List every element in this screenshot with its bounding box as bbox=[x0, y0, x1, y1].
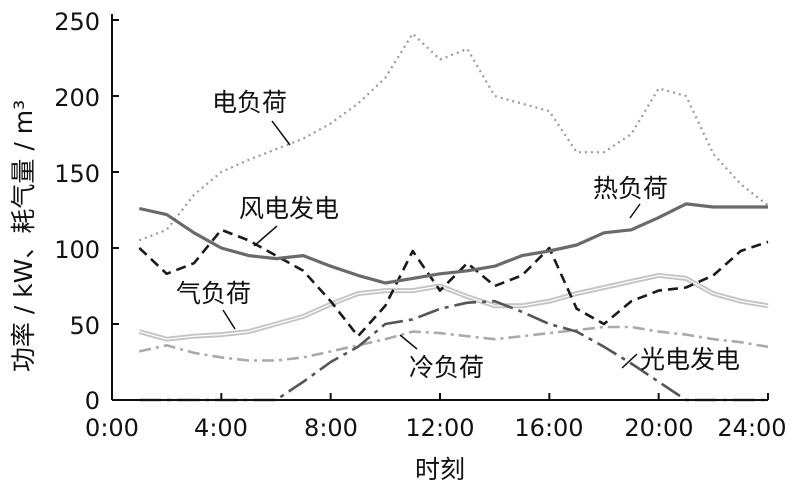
x-tick-label: 20:00 bbox=[624, 414, 693, 442]
series-label-pv: 光电发电 bbox=[640, 345, 740, 374]
series-label-wind: 风电发电 bbox=[239, 194, 339, 223]
x-tick-label: 12:00 bbox=[405, 414, 474, 442]
leader-line-elec bbox=[271, 120, 291, 146]
leader-line-heat bbox=[629, 203, 641, 219]
y-tick-label: 100 bbox=[54, 236, 100, 264]
leader-line-gas bbox=[222, 309, 236, 330]
series-label-gas: 气负荷 bbox=[176, 279, 251, 308]
x-tick-label: 4:00 bbox=[194, 414, 248, 442]
y-axis-title: 功率 / kW、耗气量 / m³ bbox=[9, 100, 38, 372]
leader-line-pv bbox=[621, 353, 638, 369]
series-line-2 bbox=[139, 325, 769, 362]
series-line-6 bbox=[138, 202, 768, 285]
y-tick-label: 200 bbox=[54, 84, 100, 112]
series-label-heat: 热负荷 bbox=[593, 174, 668, 203]
y-tick-label: 0 bbox=[85, 387, 100, 415]
y-tick-label: 150 bbox=[54, 160, 100, 188]
x-tick-label: 24:00 bbox=[717, 414, 786, 442]
series-line-1-inner bbox=[139, 274, 769, 340]
leader-line-cool bbox=[399, 334, 418, 350]
leader-line-wind bbox=[253, 225, 278, 247]
series-line-5 bbox=[138, 228, 769, 338]
axis-ticks bbox=[111, 19, 769, 401]
y-tick-label: 50 bbox=[69, 312, 100, 340]
series-label-cool: 冷负荷 bbox=[409, 353, 484, 382]
series-line-4 bbox=[138, 32, 769, 242]
x-tick-label: 16:00 bbox=[514, 414, 583, 442]
x-tick-label: 8:00 bbox=[304, 414, 358, 442]
x-tick-label: 0:00 bbox=[85, 414, 139, 442]
y-tick-label: 250 bbox=[54, 8, 100, 36]
series-label-elec: 电负荷 bbox=[212, 88, 287, 117]
x-axis-title: 时刻 bbox=[415, 455, 465, 484]
